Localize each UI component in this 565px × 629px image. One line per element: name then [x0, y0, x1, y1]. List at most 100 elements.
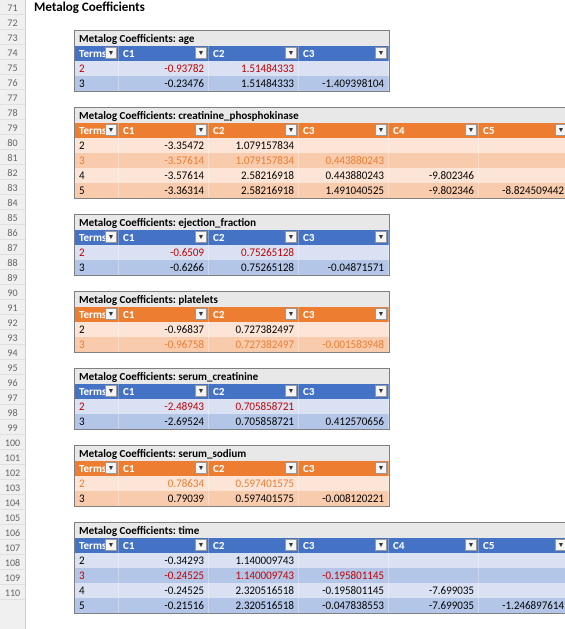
cell-value[interactable]: 0.78634 — [119, 476, 209, 491]
cell-value[interactable]: -0.24525 — [119, 568, 209, 583]
cell-value[interactable]: -9.802346 — [389, 168, 479, 183]
cell-value[interactable]: 2.320516518 — [209, 583, 299, 598]
cell-value[interactable] — [299, 476, 389, 491]
cell-term[interactable]: 2 — [75, 399, 119, 414]
cell-value[interactable]: -7.699035 — [389, 598, 479, 613]
cell-value[interactable]: -3.36314 — [119, 183, 209, 198]
filter-dropdown-icon[interactable]: ▼ — [105, 47, 117, 59]
cell-value[interactable]: -0.008120221 — [299, 491, 389, 506]
cell-value[interactable] — [479, 153, 565, 168]
filter-dropdown-icon[interactable]: ▼ — [375, 124, 387, 136]
cell-value[interactable] — [479, 583, 565, 598]
cell-term[interactable]: 4 — [75, 583, 119, 598]
header-coefficient[interactable]: C1▼ — [119, 123, 209, 138]
filter-dropdown-icon[interactable]: ▼ — [105, 539, 117, 551]
filter-dropdown-icon[interactable]: ▼ — [555, 539, 565, 551]
cell-term[interactable]: 3 — [75, 76, 119, 91]
cell-value[interactable] — [299, 553, 389, 568]
cell-term[interactable]: 2 — [75, 476, 119, 491]
header-coefficient[interactable]: C2▼ — [209, 384, 299, 399]
header-coefficient[interactable]: C1▼ — [119, 384, 209, 399]
header-coefficient[interactable]: C3▼ — [299, 384, 389, 399]
cell-value[interactable] — [389, 138, 479, 153]
header-terms[interactable]: Terms▼ — [75, 538, 119, 553]
header-coefficient[interactable]: C1▼ — [119, 46, 209, 61]
cell-value[interactable]: 0.597401575 — [209, 476, 299, 491]
cell-value[interactable]: 0.705858721 — [209, 414, 299, 429]
cell-value[interactable] — [299, 322, 389, 337]
cell-value[interactable]: -7.699035 — [389, 583, 479, 598]
cell-term[interactable]: 3 — [75, 337, 119, 352]
cell-value[interactable] — [479, 138, 565, 153]
cell-value[interactable]: -0.6509 — [119, 245, 209, 260]
cell-term[interactable]: 3 — [75, 260, 119, 275]
filter-dropdown-icon[interactable]: ▼ — [105, 308, 117, 320]
cell-value[interactable]: 0.705858721 — [209, 399, 299, 414]
cell-value[interactable]: -0.96758 — [119, 337, 209, 352]
cell-value[interactable] — [299, 399, 389, 414]
header-coefficient[interactable]: C2▼ — [209, 46, 299, 61]
header-coefficient[interactable]: C1▼ — [119, 307, 209, 322]
cell-value[interactable]: 0.412570656 — [299, 414, 389, 429]
filter-dropdown-icon[interactable]: ▼ — [105, 385, 117, 397]
cell-value[interactable]: -0.04871571 — [299, 260, 389, 275]
cell-value[interactable]: -0.34293 — [119, 553, 209, 568]
filter-dropdown-icon[interactable]: ▼ — [285, 308, 297, 320]
cell-value[interactable] — [479, 553, 565, 568]
cell-value[interactable]: 1.079157834 — [209, 153, 299, 168]
filter-dropdown-icon[interactable]: ▼ — [285, 47, 297, 59]
filter-dropdown-icon[interactable]: ▼ — [195, 124, 207, 136]
cell-value[interactable] — [389, 553, 479, 568]
filter-dropdown-icon[interactable]: ▼ — [285, 231, 297, 243]
header-coefficient[interactable]: C5▼ — [479, 538, 565, 553]
cell-term[interactable]: 2 — [75, 245, 119, 260]
cell-value[interactable]: -0.24525 — [119, 583, 209, 598]
header-terms[interactable]: Terms▼ — [75, 46, 119, 61]
filter-dropdown-icon[interactable]: ▼ — [285, 385, 297, 397]
filter-dropdown-icon[interactable]: ▼ — [375, 385, 387, 397]
header-coefficient[interactable]: C2▼ — [209, 230, 299, 245]
header-coefficient[interactable]: C5▼ — [479, 123, 565, 138]
header-coefficient[interactable]: C2▼ — [209, 123, 299, 138]
cell-value[interactable]: 1.140009743 — [209, 553, 299, 568]
filter-dropdown-icon[interactable]: ▼ — [375, 47, 387, 59]
cell-term[interactable]: 2 — [75, 61, 119, 76]
filter-dropdown-icon[interactable]: ▼ — [375, 308, 387, 320]
cell-term[interactable]: 3 — [75, 568, 119, 583]
filter-dropdown-icon[interactable]: ▼ — [375, 462, 387, 474]
header-coefficient[interactable]: C2▼ — [209, 307, 299, 322]
cell-value[interactable]: 0.79039 — [119, 491, 209, 506]
cell-value[interactable] — [299, 61, 389, 76]
cell-term[interactable]: 2 — [75, 553, 119, 568]
cell-value[interactable]: 0.443880243 — [299, 153, 389, 168]
filter-dropdown-icon[interactable]: ▼ — [285, 124, 297, 136]
cell-value[interactable] — [299, 245, 389, 260]
filter-dropdown-icon[interactable]: ▼ — [375, 231, 387, 243]
filter-dropdown-icon[interactable]: ▼ — [465, 539, 477, 551]
header-terms[interactable]: Terms▼ — [75, 123, 119, 138]
cell-value[interactable]: -1.409398104 — [299, 76, 389, 91]
header-terms[interactable]: Terms▼ — [75, 461, 119, 476]
cell-value[interactable]: 0.75265128 — [209, 245, 299, 260]
filter-dropdown-icon[interactable]: ▼ — [105, 124, 117, 136]
cell-value[interactable]: -0.21516 — [119, 598, 209, 613]
filter-dropdown-icon[interactable]: ▼ — [285, 539, 297, 551]
cell-value[interactable] — [389, 153, 479, 168]
cell-term[interactable]: 5 — [75, 598, 119, 613]
cell-value[interactable]: 0.727382497 — [209, 337, 299, 352]
cell-term[interactable]: 3 — [75, 153, 119, 168]
filter-dropdown-icon[interactable]: ▼ — [195, 308, 207, 320]
cell-value[interactable] — [479, 168, 565, 183]
filter-dropdown-icon[interactable]: ▼ — [465, 124, 477, 136]
header-coefficient[interactable]: C2▼ — [209, 538, 299, 553]
cell-value[interactable]: -0.195801145 — [299, 568, 389, 583]
cell-value[interactable]: -8.824509442 — [479, 183, 565, 198]
header-coefficient[interactable]: C3▼ — [299, 461, 389, 476]
cell-value[interactable] — [299, 138, 389, 153]
cell-value[interactable]: -0.6266 — [119, 260, 209, 275]
cell-value[interactable]: -9.802346 — [389, 183, 479, 198]
cell-value[interactable]: -2.48943 — [119, 399, 209, 414]
cell-value[interactable]: -0.93782 — [119, 61, 209, 76]
header-terms[interactable]: Terms▼ — [75, 307, 119, 322]
header-coefficient[interactable]: C3▼ — [299, 123, 389, 138]
